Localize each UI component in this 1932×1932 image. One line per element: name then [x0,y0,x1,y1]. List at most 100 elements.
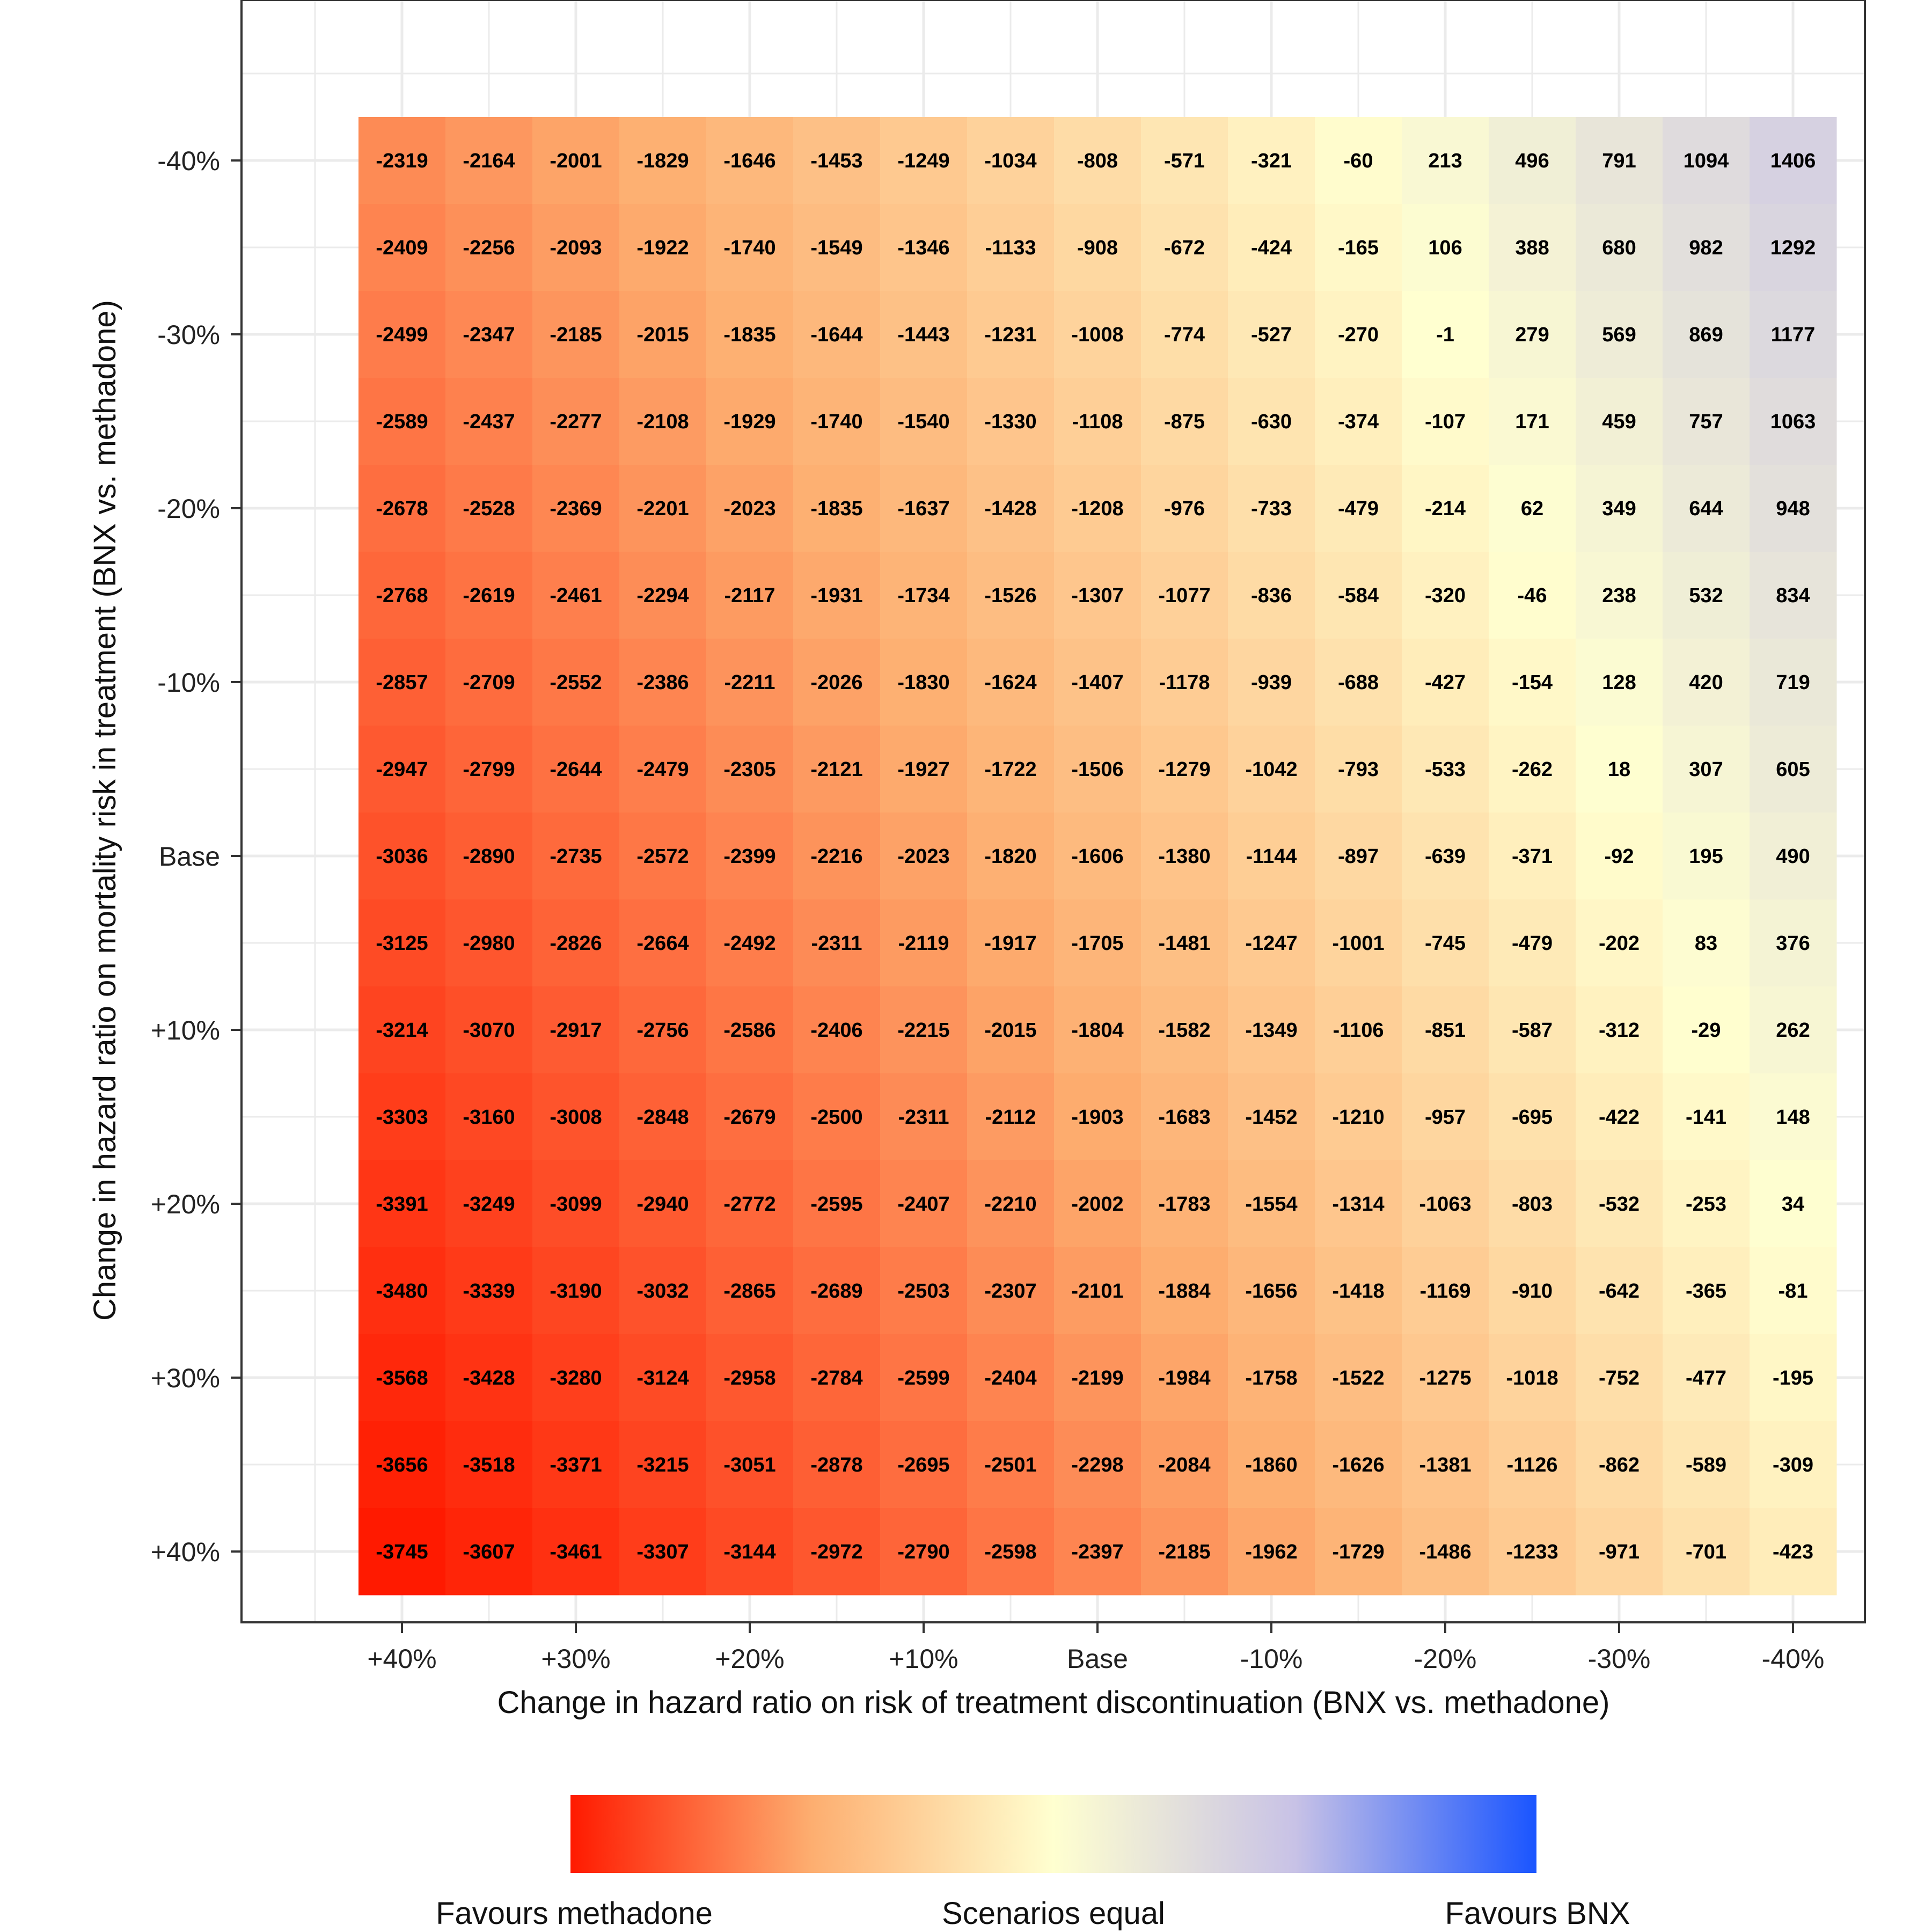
cell-value-label: -1582 [1158,1019,1210,1042]
heatmap-cell [880,639,968,726]
heatmap-cell [358,1247,446,1335]
cell-value-label: -2499 [376,324,428,346]
cell-value-label: -1034 [984,150,1036,172]
heatmap-cell [1750,639,1837,726]
cell-value-label: -2589 [376,411,428,433]
heatmap-cell [1315,639,1402,726]
cell-value-label: 148 [1776,1106,1810,1129]
heatmap-cell [967,1073,1055,1161]
heatmap-cell [880,726,968,813]
heatmap-cell [532,378,620,465]
cell-value-label: -1962 [1245,1541,1297,1563]
cell-value-label: 262 [1776,1019,1810,1042]
cell-value-label: 1094 [1684,150,1729,172]
heatmap-cell [358,899,446,987]
heatmap-cell [1663,1073,1750,1161]
heatmap-cell [1576,1508,1663,1596]
heatmap-cell [532,1508,620,1596]
cell-value-label: 349 [1602,497,1636,520]
cell-value-label: -2216 [810,845,862,868]
heatmap-cell [967,291,1055,378]
cell-value-label: -2210 [984,1193,1036,1216]
cell-value-label: -1626 [1332,1454,1384,1476]
heatmap-cell [1054,1073,1141,1161]
heatmap-cell [445,204,533,291]
heatmap-cell [967,1334,1055,1422]
cell-value-label: -3745 [376,1541,428,1563]
cell-value-label: -1452 [1245,1106,1297,1129]
heatmap-cell [880,813,968,900]
cell-value-label: -1307 [1071,584,1123,607]
cell-value-label: -1734 [897,584,949,607]
cell-value-label: -3461 [550,1541,602,1563]
cell-value-label: -374 [1338,411,1379,433]
x-tick-label: +40% [367,1644,436,1674]
heatmap-cell [880,1508,968,1596]
cell-value-label: -2865 [723,1280,775,1302]
heatmap-cell [793,1421,881,1509]
cell-value-label: -1646 [723,150,775,172]
heatmap-cell [619,726,707,813]
heatmap-cell [1750,1247,1837,1335]
cell-value-label: -2305 [723,758,775,781]
heatmap-cell [793,813,881,900]
heatmap-cell [358,1421,446,1509]
cell-value-label: -1106 [1333,1019,1384,1042]
legend-colorbar [570,1795,1536,1873]
cell-value-label: 1063 [1770,411,1816,433]
heatmap-cell [1315,899,1402,987]
heatmap-cell [1576,378,1663,465]
heatmap-cell [1228,813,1315,900]
heatmap-cell [619,813,707,900]
cell-value-label: -2311 [898,1106,949,1129]
heatmap-cell [1141,1247,1228,1335]
cell-value-label: -2164 [463,150,515,172]
cell-value-label: -2500 [810,1106,862,1129]
cell-value-label: -701 [1686,1541,1726,1563]
cell-value-label: 459 [1602,411,1636,433]
heatmap-cell [1315,117,1402,204]
cell-value-label: -3307 [636,1541,689,1563]
heatmap-cell [1489,291,1576,378]
cell-value-label: -2112 [985,1106,1036,1129]
cell-value-label: -2772 [723,1193,775,1216]
cell-value-label: -2878 [810,1454,862,1476]
heatmap-cell [1402,552,1489,639]
cell-value-label: -2319 [376,150,428,172]
heatmap-cell [445,1247,533,1335]
heatmap-cell [1663,899,1750,987]
heatmap-cell [1402,1247,1489,1335]
cell-value-label: -3480 [376,1280,428,1302]
cell-value-label: -939 [1251,671,1292,694]
x-tick-label: +10% [889,1644,958,1674]
cell-value-label: -1380 [1158,845,1210,868]
cell-value-label: -1835 [810,497,862,520]
heatmap-cell [793,1160,881,1248]
cell-value-label: -270 [1338,324,1379,346]
cell-value-label: -1804 [1071,1019,1123,1042]
cell-value-label: -81 [1779,1280,1808,1302]
cell-value-label: -2595 [810,1193,862,1216]
cell-value-label: 388 [1515,237,1549,259]
cell-value-label: -1683 [1158,1106,1210,1129]
heatmap-cell [1750,204,1837,291]
heatmap-cell [445,986,533,1074]
heatmap-cell [1402,1421,1489,1509]
heatmap-cell [532,899,620,987]
heatmap-cell [1402,291,1489,378]
heatmap-cell [967,117,1055,204]
heatmap-cell [1576,117,1663,204]
heatmap-cell [358,1073,446,1161]
heatmap-cell [1489,1334,1576,1422]
cell-value-label: -2461 [550,584,602,607]
cell-value-label: -1314 [1332,1193,1384,1216]
cell-value-label: -1637 [897,497,949,520]
heatmap-cell [1315,1508,1402,1596]
heatmap-cell [1663,1334,1750,1422]
cell-value-label: 1406 [1770,150,1816,172]
heatmap-cell [1054,986,1141,1074]
cell-value-label: -479 [1338,497,1379,520]
cell-value-label: -2826 [550,932,602,955]
cell-value-label: -971 [1599,1541,1640,1563]
cell-value-label: 569 [1602,324,1636,346]
